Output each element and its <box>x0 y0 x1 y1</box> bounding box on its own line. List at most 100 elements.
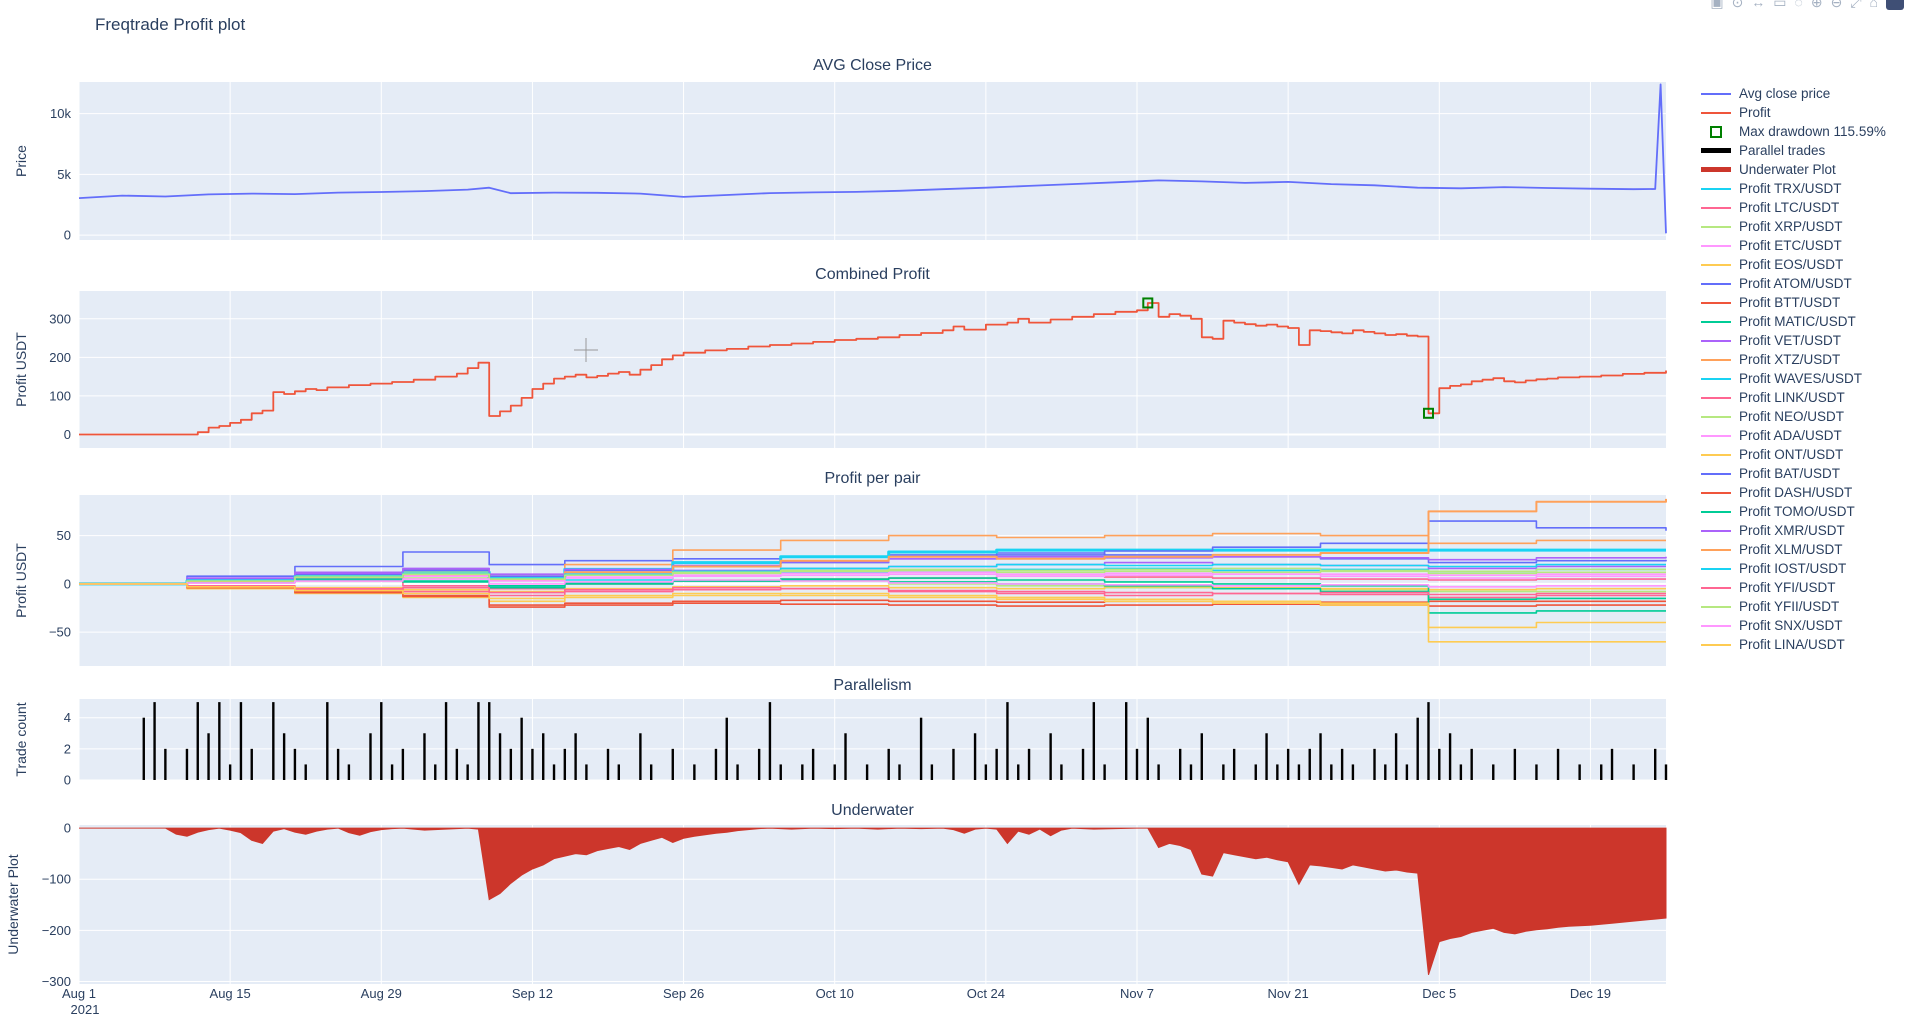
bar-parallel-trades[interactable] <box>1427 702 1430 780</box>
series-eos-usdt[interactable] <box>79 583 1666 593</box>
legend-item-profit-waves-usdt[interactable]: Profit WAVES/USDT <box>1700 369 1886 388</box>
bar-parallel-trades[interactable] <box>1610 748 1614 780</box>
max-drawdown-marker[interactable] <box>1422 407 1434 419</box>
series-neo-usdt[interactable] <box>79 569 1666 585</box>
legend-item-profit-bat-usdt[interactable]: Profit BAT/USDT <box>1700 464 1886 483</box>
bar-parallel-trades[interactable] <box>1178 748 1182 780</box>
bar-parallel-trades[interactable] <box>498 733 502 780</box>
bar-parallel-trades[interactable] <box>1632 764 1635 780</box>
bar-parallel-trades[interactable] <box>423 733 426 780</box>
bar-parallel-trades[interactable] <box>196 702 199 780</box>
series-profit[interactable] <box>79 302 1667 436</box>
bar-parallel-trades[interactable] <box>1232 748 1236 780</box>
plotly-modebar[interactable]: ▣ ⊙ ↔ ▭ ◌ ⊕ ⊖ ⤢ ⌂ <box>1710 0 1904 13</box>
bar-parallel-trades[interactable] <box>1513 748 1517 780</box>
bar-parallel-trades[interactable] <box>326 702 329 780</box>
bar-parallel-trades[interactable] <box>1103 764 1106 780</box>
bar-parallel-trades[interactable] <box>844 733 847 780</box>
bar-parallel-trades[interactable] <box>272 702 275 780</box>
legend-item-profit-iost-usdt[interactable]: Profit IOST/USDT <box>1700 559 1886 578</box>
bar-parallel-trades[interactable] <box>336 748 340 780</box>
plotly-logo-icon[interactable] <box>1886 0 1904 10</box>
bar-parallel-trades[interactable] <box>369 733 372 780</box>
bar-parallel-trades[interactable] <box>455 748 459 780</box>
bar-parallel-trades[interactable] <box>693 764 696 780</box>
box-select-icon[interactable]: ▭ <box>1773 0 1787 10</box>
bar-parallel-trades[interactable] <box>542 733 545 780</box>
bar-parallel-trades[interactable] <box>185 748 189 780</box>
bar-parallel-trades[interactable] <box>1492 764 1495 780</box>
bar-parallel-trades[interactable] <box>1049 733 1052 780</box>
bar-parallel-trades[interactable] <box>1092 702 1096 780</box>
bar-parallel-trades[interactable] <box>380 702 383 780</box>
bar-parallel-trades[interactable] <box>563 748 567 780</box>
bar-parallel-trades[interactable] <box>1200 733 1203 780</box>
pan-icon[interactable]: ↔ <box>1751 0 1766 10</box>
bar-parallel-trades[interactable] <box>1286 748 1290 780</box>
bar-parallel-trades[interactable] <box>1373 748 1376 780</box>
bar-parallel-trades[interactable] <box>1319 733 1322 780</box>
bar-parallel-trades[interactable] <box>1060 764 1063 780</box>
legend-item-profit-eos-usdt[interactable]: Profit EOS/USDT <box>1700 255 1886 274</box>
subplot-avg-close-price-plot-area[interactable] <box>79 82 1666 240</box>
bar-parallel-trades[interactable] <box>1535 764 1538 780</box>
series-lina-usdt[interactable] <box>79 583 1666 643</box>
legend-item-profit-xtz-usdt[interactable]: Profit XTZ/USDT <box>1700 350 1886 369</box>
legend-item-profit-atom-usdt[interactable]: Profit ATOM/USDT <box>1700 274 1886 293</box>
lasso-select-icon[interactable]: ◌ <box>1794 0 1803 10</box>
legend-item-profit-ada-usdt[interactable]: Profit ADA/USDT <box>1700 426 1886 445</box>
bar-parallel-trades[interactable] <box>1340 748 1344 780</box>
legend-item-profit-vet-usdt[interactable]: Profit VET/USDT <box>1700 331 1886 350</box>
legend-item-profit-yfii-usdt[interactable]: Profit YFII/USDT <box>1700 597 1886 616</box>
bar-parallel-trades[interactable] <box>239 702 243 780</box>
bar-parallel-trades[interactable] <box>606 748 610 780</box>
bar-parallel-trades[interactable] <box>930 764 934 780</box>
bar-parallel-trades[interactable] <box>1157 764 1160 780</box>
bar-parallel-trades[interactable] <box>520 717 523 780</box>
series-yfii-usdt[interactable] <box>79 567 1666 585</box>
bar-parallel-trades[interactable] <box>1416 717 1419 780</box>
legend-item-profit-matic-usdt[interactable]: Profit MATIC/USDT <box>1700 312 1886 331</box>
bar-parallel-trades[interactable] <box>919 717 923 780</box>
bar-parallel-trades[interactable] <box>1330 764 1333 780</box>
bar-parallel-trades[interactable] <box>1448 733 1452 780</box>
bar-parallel-trades[interactable] <box>531 748 534 780</box>
bar-parallel-trades[interactable] <box>833 764 836 780</box>
bar-parallel-trades[interactable] <box>466 764 469 780</box>
legend-item-profit[interactable]: Profit <box>1700 103 1886 122</box>
bar-parallel-trades[interactable] <box>984 764 988 780</box>
bar-parallel-trades[interactable] <box>347 764 351 780</box>
bar-parallel-trades[interactable] <box>488 702 491 780</box>
legend-item-profit-neo-usdt[interactable]: Profit NEO/USDT <box>1700 407 1886 426</box>
legend-item-profit-yfi-usdt[interactable]: Profit YFI/USDT <box>1700 578 1886 597</box>
bar-parallel-trades[interactable] <box>574 733 577 780</box>
bar-parallel-trades[interactable] <box>952 748 955 780</box>
camera-icon[interactable]: ▣ <box>1710 0 1724 10</box>
bar-parallel-trades[interactable] <box>1125 702 1128 780</box>
bar-parallel-trades[interactable] <box>1146 717 1149 780</box>
series-snx-usdt[interactable] <box>79 578 1666 588</box>
bar-parallel-trades[interactable] <box>1135 748 1139 780</box>
bar-parallel-trades[interactable] <box>444 702 448 780</box>
legend-item-profit-ltc-usdt[interactable]: Profit LTC/USDT <box>1700 198 1886 217</box>
bar-parallel-trades[interactable] <box>390 764 394 780</box>
bar-parallel-trades[interactable] <box>1438 748 1441 780</box>
bar-parallel-trades[interactable] <box>1654 748 1657 780</box>
bar-parallel-trades[interactable] <box>164 748 167 780</box>
bar-parallel-trades[interactable] <box>1081 748 1085 780</box>
legend-item-profit-btt-usdt[interactable]: Profit BTT/USDT <box>1700 293 1886 312</box>
bar-parallel-trades[interactable] <box>898 764 901 780</box>
bar-parallel-trades[interactable] <box>304 764 307 780</box>
bar-parallel-trades[interactable] <box>1276 764 1279 780</box>
bar-parallel-trades[interactable] <box>649 764 653 780</box>
bar-parallel-trades[interactable] <box>887 748 890 780</box>
legend-item-profit-ont-usdt[interactable]: Profit ONT/USDT <box>1700 445 1886 464</box>
bar-parallel-trades[interactable] <box>207 733 210 780</box>
bar-parallel-trades[interactable] <box>779 764 782 780</box>
bar-parallel-trades[interactable] <box>1470 748 1473 780</box>
legend-item-profit-trx-usdt[interactable]: Profit TRX/USDT <box>1700 179 1886 198</box>
bar-parallel-trades[interactable] <box>434 764 437 780</box>
legend-item-profit-xmr-usdt[interactable]: Profit XMR/USDT <box>1700 521 1886 540</box>
bar-parallel-trades[interactable] <box>282 733 286 780</box>
bar-parallel-trades[interactable] <box>736 764 739 780</box>
